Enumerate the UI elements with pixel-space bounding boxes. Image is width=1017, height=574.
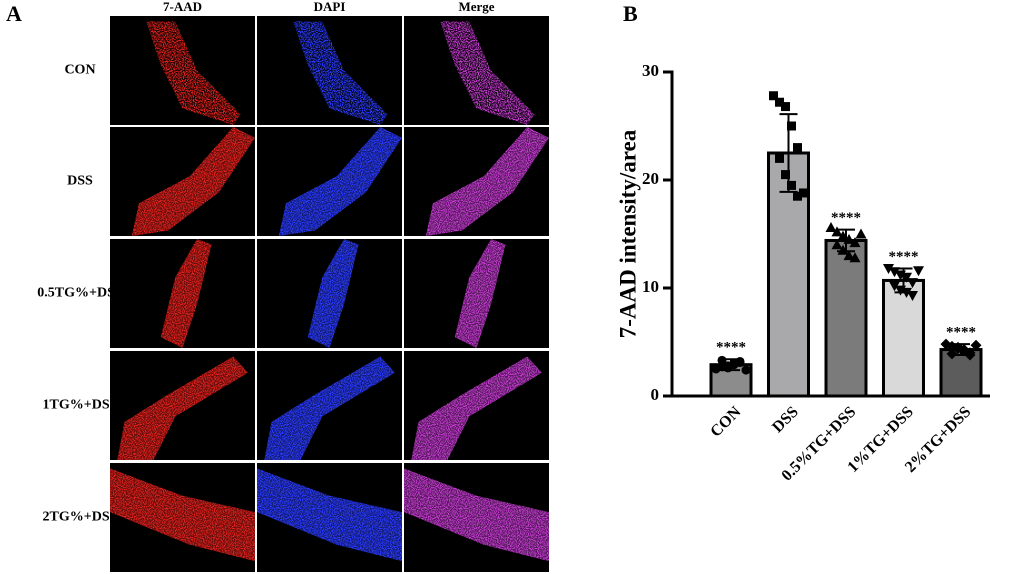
- data-point: [946, 348, 958, 360]
- y-tick-label: 20: [642, 169, 659, 188]
- data-point: [831, 226, 843, 237]
- data-point: [775, 97, 784, 107]
- row-label: 0.5TG%+DSS: [37, 286, 123, 301]
- micrograph: [257, 463, 402, 572]
- data-point: [843, 233, 855, 244]
- data-point: [831, 239, 843, 250]
- tissue-speckle: [278, 127, 402, 236]
- data-point: [958, 344, 970, 356]
- data-point: [793, 143, 802, 153]
- tissue-speckle: [117, 356, 248, 460]
- tissue-speckle: [264, 356, 395, 460]
- data-point: [781, 102, 790, 112]
- column-header: DAPI: [314, 0, 346, 14]
- row-label: 1TG%+DSS: [43, 398, 118, 413]
- panel-label: B: [623, 1, 638, 26]
- data-point: [787, 180, 796, 190]
- data-point: [787, 121, 796, 131]
- panel-label: A: [6, 1, 22, 26]
- data-point: [837, 244, 849, 255]
- column-header: Merge: [458, 0, 494, 14]
- data-point: [775, 153, 784, 163]
- y-tick-label: 30: [642, 61, 659, 80]
- data-point: [901, 272, 912, 283]
- micrograph: [110, 351, 255, 460]
- column-header: 7-AAD: [163, 0, 202, 14]
- tissue-speckle: [160, 239, 212, 348]
- x-tick-label: DSS: [769, 403, 802, 436]
- micrograph: [110, 127, 255, 236]
- data-point: [907, 291, 918, 302]
- data-point: [843, 250, 855, 261]
- row-label: 2TG%+DSS: [43, 510, 118, 525]
- tissue-speckle: [411, 356, 542, 460]
- tissue-speckle: [257, 468, 402, 562]
- micrograph: [257, 351, 402, 460]
- y-tick-label: 0: [651, 385, 660, 404]
- y-tick-label: 10: [642, 277, 659, 296]
- data-point: [889, 267, 900, 278]
- micrograph: [404, 463, 549, 572]
- row-label: CON: [64, 63, 95, 78]
- data-point: [735, 358, 745, 368]
- data-point: [741, 365, 751, 375]
- tissue-speckle: [131, 127, 255, 236]
- data-point: [970, 339, 982, 351]
- tissue-speckle: [454, 239, 506, 348]
- bar: [824, 238, 868, 398]
- x-tick-label: CON: [707, 403, 744, 440]
- tissue-speckle: [404, 468, 549, 562]
- data-point: [855, 228, 867, 239]
- data-point: [883, 264, 894, 275]
- data-point: [793, 191, 802, 201]
- data-point: [837, 230, 849, 241]
- significance: ****: [716, 340, 746, 356]
- bar-chart: 0 10 20 30 7-AAD intensity/area **** CON DSS ***…: [615, 61, 990, 484]
- tissue-speckle: [146, 21, 241, 125]
- data-point: [849, 252, 861, 263]
- image-grid: 7-AAD DAPI Merge CON DSS 0.5TG%+DSS 1TG%+DSS 2T…: [37, 0, 549, 572]
- significance: ****: [889, 249, 919, 265]
- row-label: DSS: [67, 174, 93, 189]
- micrograph: [404, 16, 549, 125]
- tissue-speckle: [440, 21, 535, 125]
- bar: [939, 348, 983, 398]
- tissue-speckle: [293, 21, 388, 125]
- tissue-speckle: [425, 127, 549, 236]
- tissue-speckle: [110, 468, 255, 562]
- tissue-speckle: [307, 239, 359, 348]
- micrograph: [110, 16, 255, 125]
- micrograph: [257, 127, 402, 236]
- micrograph: [110, 239, 255, 348]
- data-point: [717, 355, 727, 365]
- data-point: [901, 287, 912, 298]
- micrograph: [257, 16, 402, 125]
- data-point: [907, 278, 918, 289]
- y-axis-label: 7-AAD intensity/area: [615, 129, 640, 338]
- micrograph: [257, 239, 402, 348]
- data-point: [781, 170, 790, 180]
- data-point: [799, 188, 808, 198]
- data-point: [913, 266, 924, 277]
- micrograph: [110, 463, 255, 572]
- data-point: [849, 237, 861, 248]
- micrograph: [404, 239, 549, 348]
- significance: ****: [946, 325, 976, 341]
- significance: ****: [831, 210, 861, 226]
- micrograph: [404, 351, 549, 460]
- data-point: [889, 281, 900, 292]
- data-point: [769, 91, 778, 101]
- data-point: [825, 222, 837, 233]
- micrograph: [404, 127, 549, 236]
- bar: [882, 278, 925, 398]
- data-point: [964, 349, 976, 361]
